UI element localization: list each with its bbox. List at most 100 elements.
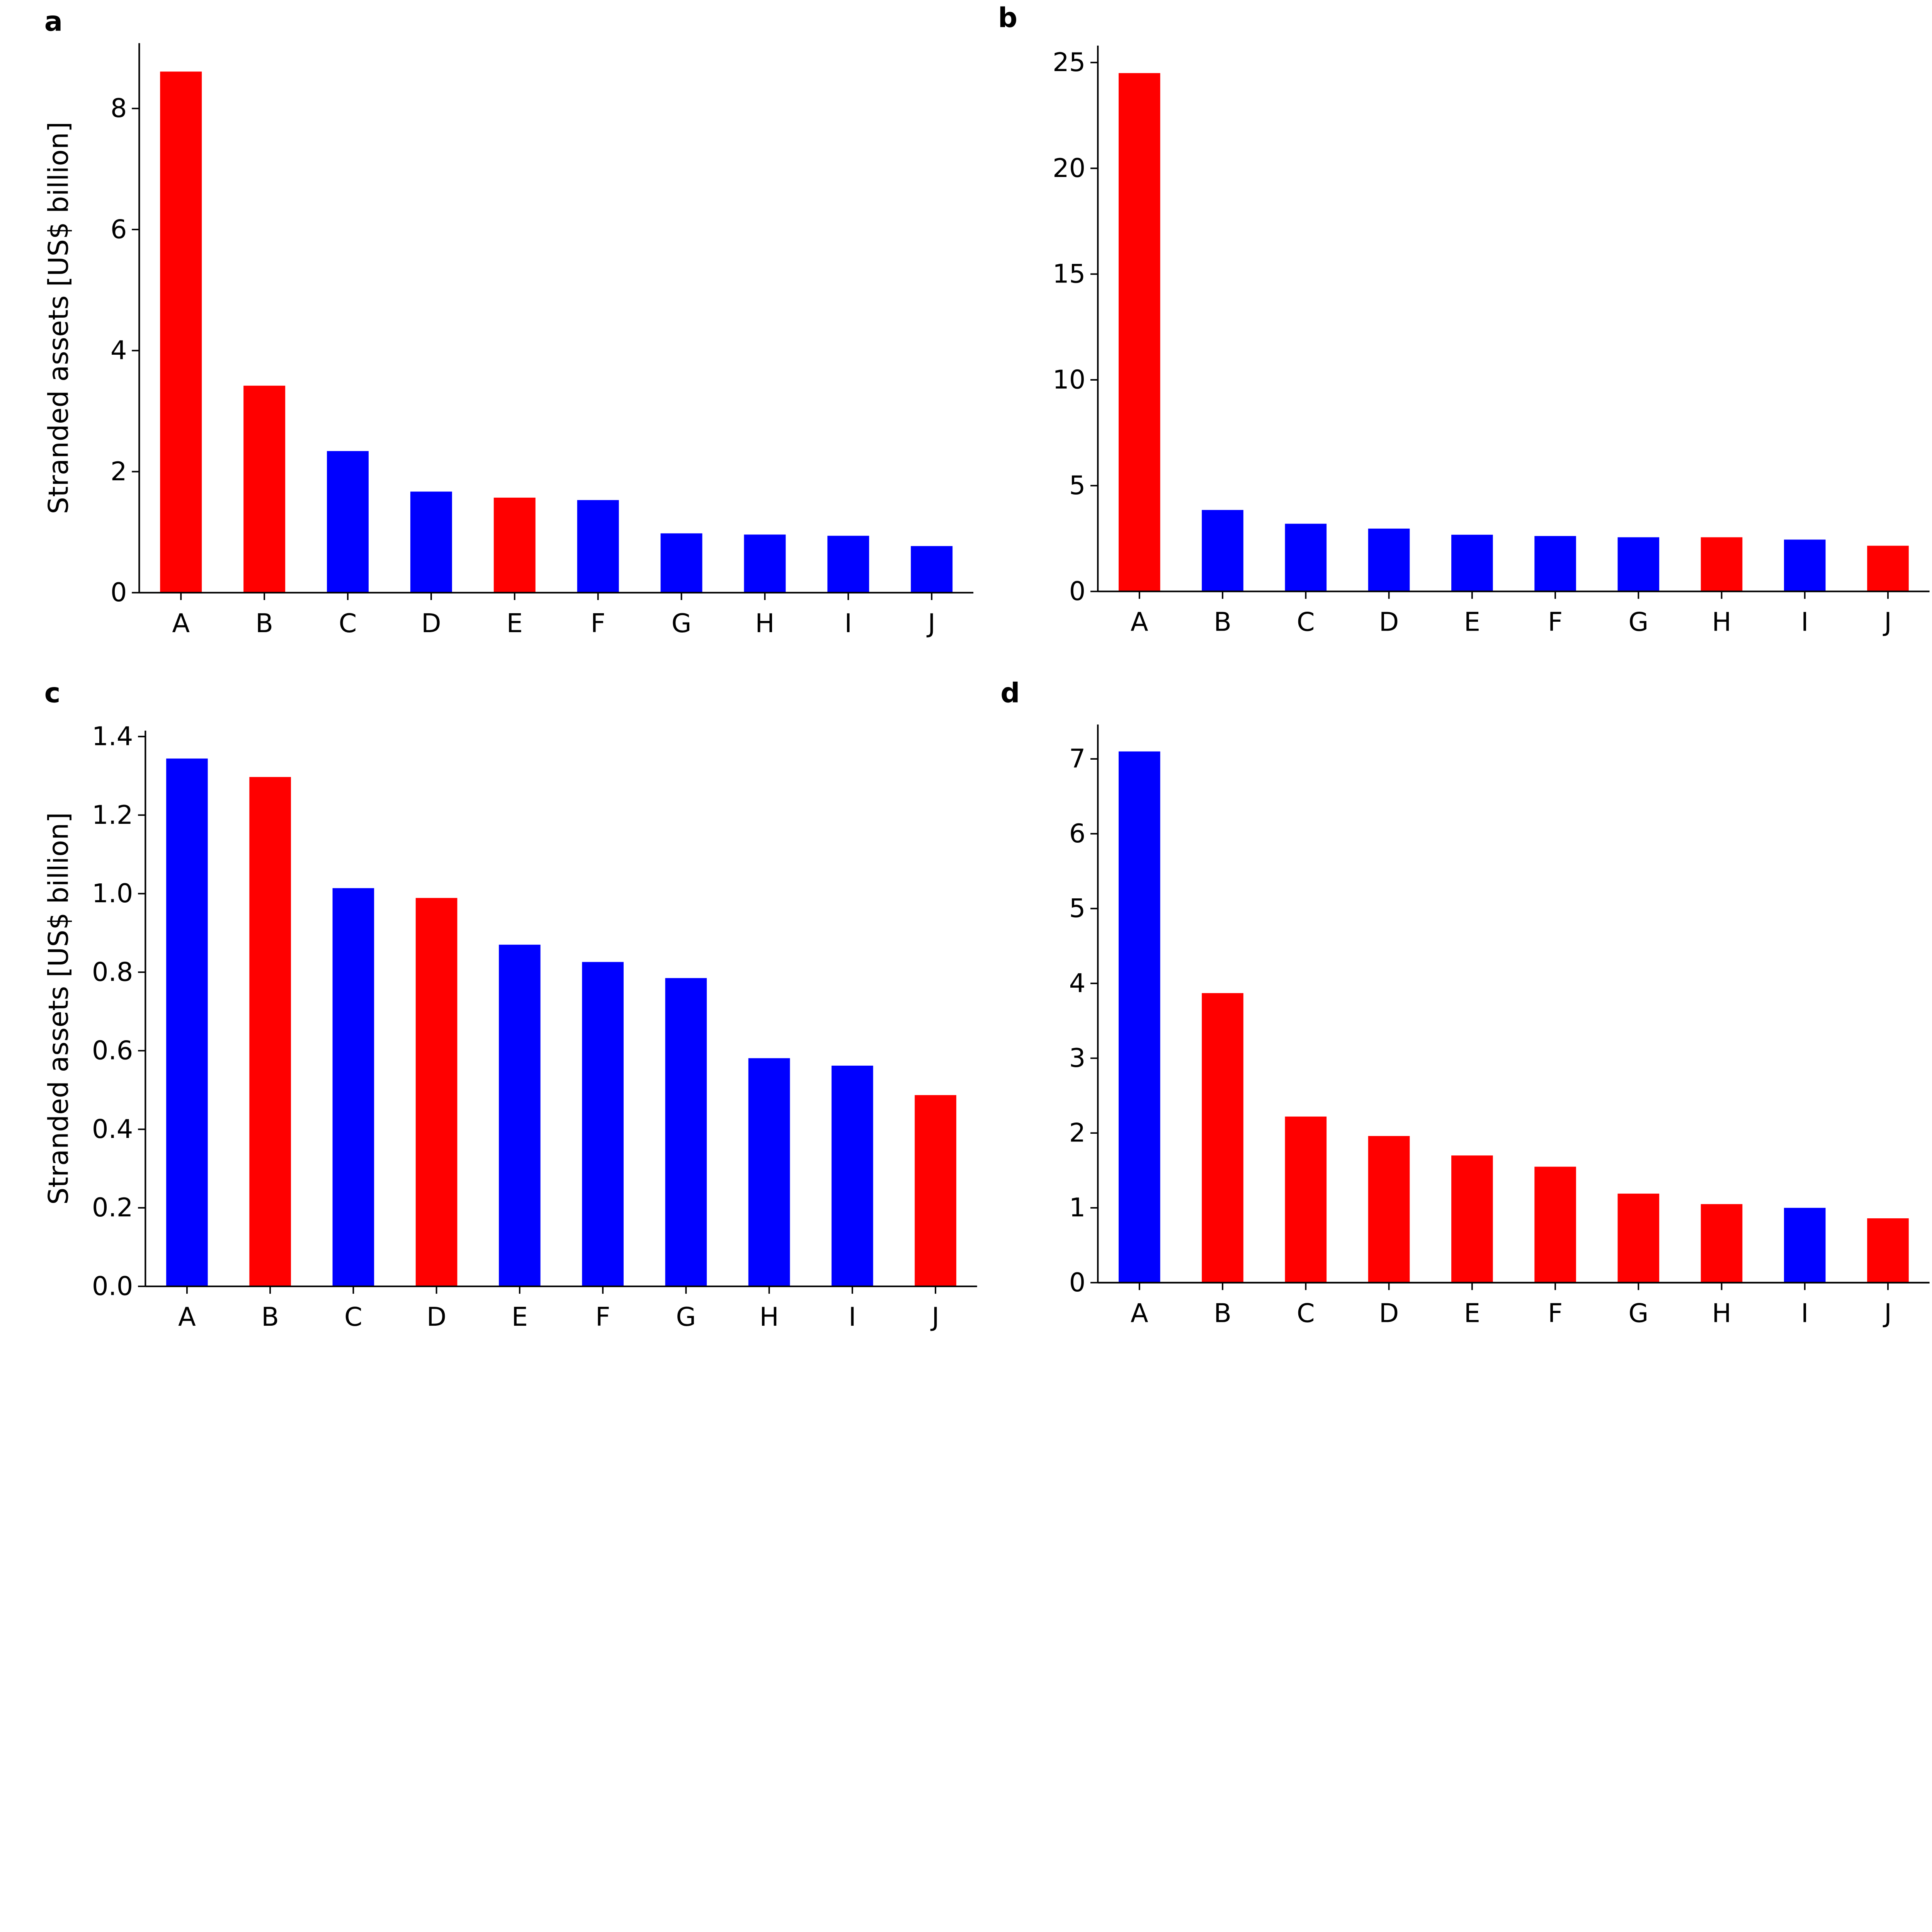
y-axis-label: Stranded assets [US$ billion]: [43, 122, 74, 514]
x-tick-label: I: [844, 608, 852, 638]
bar-I: [1784, 1208, 1826, 1283]
x-tick-label: A: [1131, 1298, 1148, 1328]
bar-A: [1119, 73, 1160, 592]
panel-label: b: [998, 2, 1017, 34]
bar-A: [160, 71, 202, 593]
y-tick-label: 10: [1053, 364, 1085, 395]
x-tick-label: D: [427, 1302, 447, 1332]
figure: a A B C D E F G H I J 0 2 4 6 8 Stranded assets [US$ bil…: [43, 2, 1930, 1332]
y-tick-label: 0.0: [92, 1271, 133, 1301]
y-tick-label: 3: [1069, 1043, 1086, 1073]
y-tick-label: 0.6: [92, 1036, 133, 1066]
y-tick-label: 0.2: [92, 1192, 133, 1223]
bar-I: [827, 536, 869, 593]
x-tick-label: D: [1379, 1298, 1399, 1328]
y-tick-label: 0: [1069, 576, 1086, 606]
x-tick-label: H: [755, 608, 774, 638]
x-tick-label: B: [1214, 1298, 1231, 1328]
x-tick-label: H: [759, 1302, 779, 1332]
y-tick-label: 0.8: [92, 957, 133, 987]
y-tick-label: 2: [1069, 1118, 1086, 1148]
x-tick-label: E: [512, 1302, 528, 1332]
bar-H: [1701, 1204, 1743, 1283]
bar-C: [1285, 524, 1327, 592]
x-tick-label: I: [1801, 1298, 1809, 1328]
y-tick-label: 5: [1069, 470, 1086, 500]
bar-E: [493, 497, 536, 593]
bar-B: [1202, 510, 1243, 592]
y-tick-label: 6: [111, 214, 127, 244]
x-tick-label: G: [676, 1302, 696, 1332]
y-tick-label: 0: [1069, 1267, 1086, 1298]
bar-F: [577, 500, 619, 593]
bar-J: [911, 546, 953, 593]
bar-D: [1368, 1136, 1410, 1283]
x-tick-label: A: [178, 1302, 196, 1332]
bar-J: [1867, 1218, 1909, 1283]
bar-G: [1617, 537, 1660, 592]
x-tick-label: G: [1628, 607, 1648, 637]
y-tick-label: 6: [1069, 818, 1086, 849]
panel-label: c: [44, 677, 61, 709]
x-tick-label: B: [261, 1302, 279, 1332]
y-tick-label: 4: [1069, 968, 1086, 998]
x-tick-label: G: [1628, 1298, 1648, 1328]
x-tick-label: F: [1548, 1298, 1563, 1328]
bar-D: [410, 492, 452, 593]
y-axis-label: Stranded assets [US$ billion]: [43, 812, 74, 1205]
x-tick-label: C: [344, 1302, 362, 1332]
x-tick-label: C: [1297, 1298, 1315, 1328]
y-tick-label: 1.2: [92, 800, 133, 830]
bar-I: [1784, 539, 1826, 592]
bar-H: [748, 1058, 790, 1287]
bar-G: [1617, 1194, 1660, 1283]
x-tick-label: F: [590, 608, 605, 638]
y-tick-label: 0: [111, 577, 127, 607]
bar-D: [1368, 528, 1410, 592]
y-tick-label: 1.0: [92, 878, 133, 908]
bar-D: [415, 898, 457, 1287]
y-tick-label: 8: [111, 93, 127, 123]
panel-label: a: [44, 6, 63, 37]
y-tick-label: 4: [111, 335, 127, 366]
bar-C: [332, 888, 374, 1287]
bar-G: [665, 978, 707, 1287]
bar-J: [915, 1095, 956, 1287]
y-tick-label: 25: [1053, 47, 1085, 77]
x-tick-label: J: [1883, 607, 1892, 637]
x-tick-label: D: [1379, 607, 1399, 637]
bar-C: [1285, 1116, 1327, 1283]
y-tick-label: 7: [1069, 743, 1086, 774]
panel-b: b A B C D E F G H I J 0 5 10 15 20 25: [998, 2, 1930, 637]
x-tick-label: G: [672, 608, 692, 638]
y-tick-label: 15: [1053, 259, 1085, 289]
x-tick-label: I: [1801, 607, 1809, 637]
bar-E: [1451, 1155, 1493, 1283]
x-tick-label: H: [1712, 607, 1731, 637]
x-tick-label: F: [595, 1302, 611, 1332]
bar-G: [660, 533, 702, 593]
y-tick-label: 1.4: [92, 721, 133, 752]
bar-H: [1701, 537, 1743, 592]
bar-J: [1867, 546, 1909, 592]
x-tick-label: A: [172, 608, 190, 638]
panel-d: d A B C D E F G H I J 0 1 2 3 4 5 6 7: [1000, 677, 1930, 1328]
bar-C: [327, 451, 369, 593]
y-tick-label: 1: [1069, 1192, 1086, 1223]
x-tick-label: E: [507, 608, 523, 638]
x-tick-label: B: [1214, 607, 1231, 637]
bar-E: [1451, 534, 1493, 592]
x-tick-label: F: [1548, 607, 1563, 637]
y-tick-label: 0.4: [92, 1114, 133, 1144]
bar-F: [582, 962, 624, 1287]
x-tick-label: J: [930, 1302, 939, 1332]
bar-A: [166, 759, 208, 1287]
x-tick-label: A: [1131, 607, 1148, 637]
bar-A: [1119, 751, 1160, 1283]
panel-a: a A B C D E F G H I J 0 2 4 6 8 Stranded assets [US$ bil…: [43, 6, 974, 638]
y-tick-label: 5: [1069, 893, 1086, 923]
y-tick-label: 20: [1053, 153, 1085, 183]
x-tick-label: D: [421, 608, 441, 638]
bar-B: [243, 386, 286, 593]
bar-B: [249, 777, 291, 1287]
